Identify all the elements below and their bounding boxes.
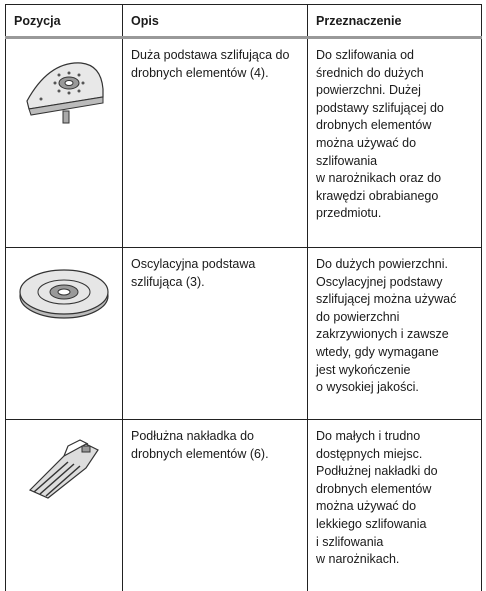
text-line: Podłużnej nakładki do (316, 463, 473, 481)
text-line: drobnych elementów (4). (131, 65, 299, 83)
purpose-cell: Do dużych powierzchni.Oscylacyjnej podst… (308, 248, 482, 420)
text-line: szlifująca (3). (131, 274, 299, 292)
text-line: Podłużna nakładka do (131, 428, 299, 446)
header-cell: Opis (123, 5, 308, 38)
header-cell: Przeznaczenie (308, 5, 482, 38)
text-line: podstawy szlifującej do (316, 100, 473, 118)
text-line: jest wykończenie (316, 362, 473, 380)
text-line: Do małych i trudno (316, 428, 473, 446)
finger-pad-icon (24, 434, 104, 504)
header-row: Pozycja Opis Przeznaczenie (6, 5, 482, 38)
text-line: dostępnych miejsc. (316, 446, 473, 464)
text-line: o wysokiej jakości. (316, 379, 473, 397)
round-pad-icon (16, 262, 112, 322)
text-line: Duża podstawa szlifująca do (131, 47, 299, 65)
image-cell (6, 248, 123, 420)
text-line: przedmiotu. (316, 205, 473, 223)
image-cell (6, 420, 123, 591)
text-line: wtedy, gdy wymagane (316, 344, 473, 362)
text-line: powierzchni. Dużej (316, 82, 473, 100)
text-line: można używać do (316, 135, 473, 153)
text-line: w narożnikach oraz do (316, 170, 473, 188)
text-line: szlifowania (316, 153, 473, 171)
text-line: drobnych elementów (316, 481, 473, 499)
page: Pozycja Opis Przeznaczenie Duża podstawa… (0, 0, 486, 579)
text-line: i szlifowania (316, 534, 473, 552)
delta-pad-icon (19, 53, 109, 133)
text-line: krawędzi obrabianego (316, 188, 473, 206)
text-line: Oscylacyjna podstawa (131, 256, 299, 274)
header-cell: Pozycja (6, 5, 123, 38)
product-table: Pozycja Opis Przeznaczenie Duża podstawa… (5, 4, 482, 591)
text-line: zakrzywionych i zawsze (316, 326, 473, 344)
text-line: szlifującej można używać (316, 291, 473, 309)
text-line: do powierzchni (316, 309, 473, 327)
image-cell (6, 38, 123, 248)
text-line: lekkiego szlifowania (316, 516, 473, 534)
text-line: średnich do dużych (316, 65, 473, 83)
text-line: Oscylacyjnej podstawy (316, 274, 473, 292)
text-line: drobnych elementów (6). (131, 446, 299, 464)
text-line: Do dużych powierzchni. (316, 256, 473, 274)
text-line: w narożnikach. (316, 551, 473, 569)
text-line: drobnych elementów (316, 117, 473, 135)
text-line: można używać do (316, 498, 473, 516)
text-line: Do szlifowania od (316, 47, 473, 65)
